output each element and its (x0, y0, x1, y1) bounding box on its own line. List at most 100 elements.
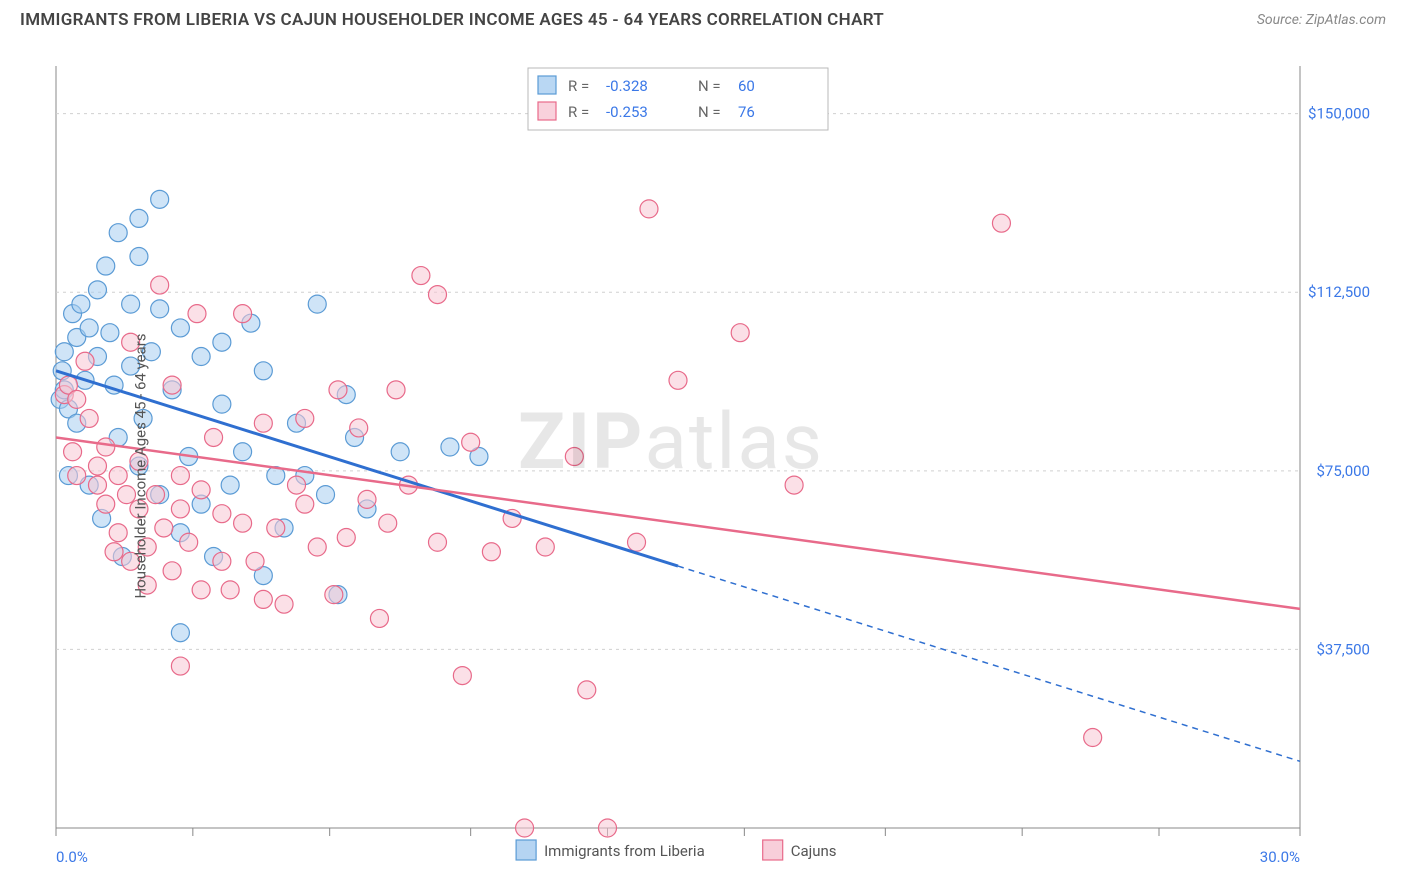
chart-title: IMMIGRANTS FROM LIBERIA VS CAJUN HOUSEHO… (20, 10, 884, 30)
data-point-cajuns (64, 443, 82, 461)
data-point-cajuns (155, 519, 173, 537)
data-point-liberia (101, 324, 119, 342)
svg-text:N =: N = (698, 103, 721, 121)
x-tick-label: 0.0% (56, 848, 88, 866)
data-point-cajuns (163, 562, 181, 580)
data-point-cajuns (68, 390, 86, 408)
data-point-cajuns (151, 276, 169, 294)
stats-swatch-cajuns (538, 102, 556, 120)
data-point-cajuns (213, 552, 231, 570)
data-point-liberia (55, 343, 73, 361)
y-axis-label: Householder Income Ages 45 - 64 years (132, 333, 150, 598)
data-point-cajuns (669, 371, 687, 389)
data-point-cajuns (76, 352, 94, 370)
data-point-cajuns (267, 519, 285, 537)
x-tick-label: 30.0% (1260, 848, 1300, 866)
data-point-liberia (151, 190, 169, 208)
data-point-cajuns (180, 533, 198, 551)
y-tick-label: $112,500 (1308, 283, 1370, 301)
legend-swatch-liberia (516, 840, 536, 860)
data-point-liberia (130, 209, 148, 227)
data-point-liberia (192, 348, 210, 366)
data-point-cajuns (171, 500, 189, 518)
n-value-liberia: 60 (738, 77, 755, 95)
data-point-cajuns (109, 467, 127, 485)
data-point-liberia (221, 476, 239, 494)
data-point-cajuns (88, 457, 106, 475)
data-point-liberia (317, 486, 335, 504)
legend-swatch-cajuns (763, 840, 783, 860)
legend-label-liberia: Immigrants from Liberia (544, 842, 705, 860)
data-point-cajuns (482, 543, 500, 561)
data-point-cajuns (221, 581, 239, 599)
y-tick-label: $150,000 (1308, 105, 1370, 123)
data-point-cajuns (234, 305, 252, 323)
data-point-cajuns (105, 543, 123, 561)
data-point-cajuns (536, 538, 554, 556)
y-tick-label: $75,000 (1316, 462, 1370, 480)
data-point-cajuns (234, 514, 252, 532)
data-point-liberia (171, 624, 189, 642)
data-point-cajuns (350, 419, 368, 437)
data-point-cajuns (254, 414, 272, 432)
data-point-liberia (213, 333, 231, 351)
data-point-cajuns (599, 819, 617, 837)
data-point-liberia (441, 438, 459, 456)
data-point-cajuns (275, 595, 293, 613)
source-attribution: Source: ZipAtlas.com (1257, 12, 1386, 28)
data-point-cajuns (109, 524, 127, 542)
data-point-liberia (254, 362, 272, 380)
scatter-chart: $37,500 $75,000 $112,500 $150,000 0.0% 30.0% R… (0, 40, 1406, 892)
data-point-cajuns (358, 490, 376, 508)
data-point-cajuns (325, 586, 343, 604)
svg-text:R =: R = (568, 77, 589, 95)
data-point-cajuns (192, 581, 210, 599)
data-point-cajuns (640, 200, 658, 218)
legend-label-cajuns: Cajuns (791, 842, 837, 860)
data-point-cajuns (516, 819, 534, 837)
data-point-cajuns (428, 533, 446, 551)
data-point-cajuns (379, 514, 397, 532)
data-point-cajuns (453, 667, 471, 685)
stats-swatch-liberia (538, 76, 556, 94)
data-point-liberia (391, 443, 409, 461)
data-point-cajuns (370, 609, 388, 627)
data-point-liberia (109, 224, 127, 242)
data-point-cajuns (254, 590, 272, 608)
svg-text:N =: N = (698, 77, 721, 95)
data-point-cajuns (308, 538, 326, 556)
data-point-liberia (97, 257, 115, 275)
data-point-cajuns (992, 214, 1010, 232)
data-point-cajuns (68, 467, 86, 485)
data-point-cajuns (428, 286, 446, 304)
r-value-cajuns: -0.253 (606, 103, 648, 121)
data-point-liberia (234, 443, 252, 461)
data-point-cajuns (296, 495, 314, 513)
data-point-cajuns (337, 528, 355, 546)
data-point-liberia (72, 295, 90, 313)
stats-box: R =-0.328N =60R =-0.253N =76 (528, 68, 828, 130)
data-point-cajuns (578, 681, 596, 699)
data-point-cajuns (296, 409, 314, 427)
data-point-cajuns (97, 438, 115, 456)
y-tick-label: $37,500 (1316, 640, 1370, 658)
data-point-cajuns (163, 376, 181, 394)
data-point-cajuns (171, 657, 189, 675)
data-point-liberia (122, 295, 140, 313)
data-point-cajuns (731, 324, 749, 342)
data-point-liberia (171, 319, 189, 337)
data-point-cajuns (1084, 729, 1102, 747)
data-point-cajuns (288, 476, 306, 494)
n-value-cajuns: 76 (738, 103, 755, 121)
svg-text:R =: R = (568, 103, 589, 121)
data-point-cajuns (192, 481, 210, 499)
data-point-cajuns (628, 533, 646, 551)
data-point-liberia (151, 300, 169, 318)
bottom-legend: Immigrants from Liberia Cajuns (516, 840, 836, 860)
data-point-cajuns (80, 409, 98, 427)
data-point-cajuns (785, 476, 803, 494)
data-point-liberia (80, 319, 98, 337)
data-point-cajuns (246, 552, 264, 570)
data-point-cajuns (188, 305, 206, 323)
data-point-cajuns (205, 428, 223, 446)
